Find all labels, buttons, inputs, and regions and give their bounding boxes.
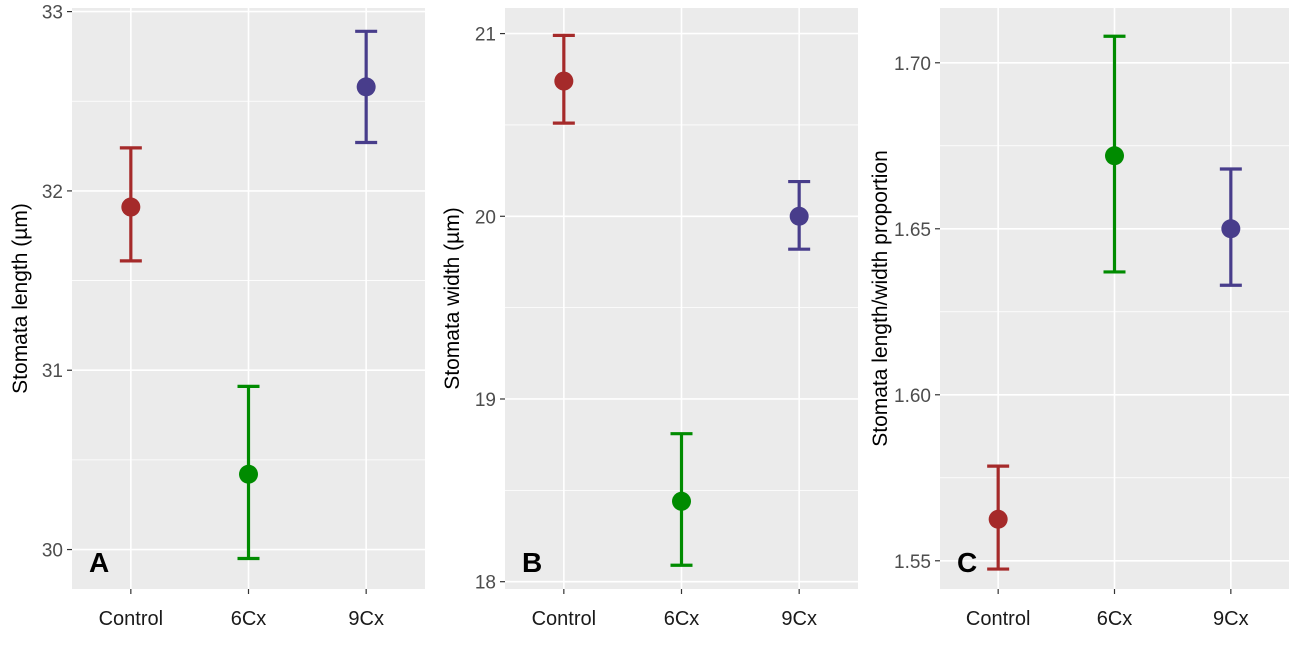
x-tick-label: Control xyxy=(99,608,163,630)
panel-label: C xyxy=(957,547,977,578)
y-axis-title: Stomata length (µm) xyxy=(9,203,32,394)
y-tick-label: 18 xyxy=(475,573,496,594)
mean-point xyxy=(554,71,574,91)
x-tick-label: 9Cx xyxy=(348,608,384,630)
y-tick-label: 33 xyxy=(42,3,63,24)
panel-b: 18 19 20 21 Control 6Cx 9Cx Stomata width (µm) B xyxy=(441,8,858,630)
mean-point xyxy=(789,206,809,226)
y-tick-label: 32 xyxy=(42,182,63,203)
mean-point xyxy=(121,197,141,217)
x-tick-label: 9Cx xyxy=(781,608,817,630)
mean-point xyxy=(356,77,376,97)
y-tick-label: 1.65 xyxy=(894,220,931,241)
y-tick-label: 31 xyxy=(42,361,63,382)
y-tick-label: 21 xyxy=(475,25,496,46)
panel-c: 1.55 1.60 1.65 1.70 Control 6Cx 9Cx Stomata len… xyxy=(869,8,1289,630)
mean-point xyxy=(239,464,258,484)
y-tick-label: 20 xyxy=(475,207,496,228)
mean-point xyxy=(1221,219,1241,239)
y-axis-title: Stomata length/width proportion xyxy=(869,150,892,447)
y-tick-label: 1.60 xyxy=(894,386,931,407)
x-tick-label: Control xyxy=(966,608,1030,630)
x-tick-label: 6Cx xyxy=(231,608,267,630)
x-tick-label: 6Cx xyxy=(664,608,700,630)
mean-point xyxy=(672,491,691,511)
y-tick-label: 19 xyxy=(475,390,496,411)
panel-label: A xyxy=(89,547,109,578)
x-tick-label: 6Cx xyxy=(1097,608,1133,630)
y-tick-label: 30 xyxy=(42,541,63,562)
y-tick-label: 1.55 xyxy=(894,552,931,573)
x-tick-label: 9Cx xyxy=(1213,608,1249,630)
y-tick-label: 1.70 xyxy=(894,54,931,75)
mean-point xyxy=(988,509,1008,529)
x-tick-label: Control xyxy=(532,608,596,630)
mean-point xyxy=(1105,146,1124,166)
panel-a: 30 31 32 33 Control 6Cx 9Cx Stomata length (µm)… xyxy=(9,3,425,630)
y-axis-title: Stomata width (µm) xyxy=(441,207,464,389)
panel-label: B xyxy=(522,547,542,578)
